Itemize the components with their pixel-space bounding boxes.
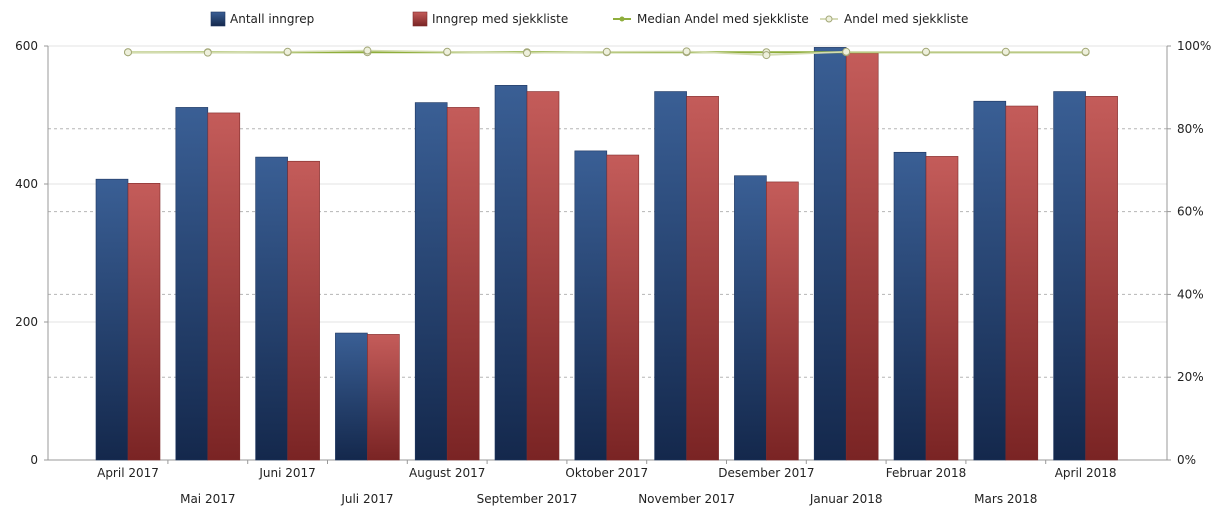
bar-antall-inngrep	[175, 107, 209, 461]
legend-label: Antall inngrep	[230, 12, 314, 26]
x-tick-label: April 2018	[1055, 466, 1117, 480]
bar-antall-inngrep	[414, 102, 448, 461]
bar-antall-inngrep	[973, 100, 1007, 461]
point-andel-med-sjekkliste	[922, 47, 930, 56]
legend: Antall inngrep Inngrep med sjekkliste Medi…	[210, 11, 968, 27]
x-tick-label: Januar 2018	[809, 492, 883, 506]
legend-label: Median Andel med sjekkliste	[637, 12, 809, 26]
right-tick-label: 20%	[1177, 370, 1204, 384]
left-tick-label: 600	[15, 39, 38, 53]
legend-item: Andel med sjekkliste	[820, 12, 968, 26]
bars	[95, 47, 1118, 461]
bar-inngrep-med-sjekkliste	[925, 156, 959, 461]
point-andel-med-sjekkliste	[1001, 47, 1010, 56]
point-andel-med-sjekkliste	[762, 51, 771, 60]
bar-antall-inngrep	[255, 156, 288, 461]
bar-inngrep-med-sjekkliste	[446, 107, 480, 461]
left-tick-label: 200	[15, 315, 38, 329]
x-tick-label: Juni 2017	[258, 466, 315, 480]
bar-inngrep-med-sjekkliste	[845, 52, 879, 461]
point-andel-med-sjekkliste	[523, 49, 531, 58]
legend-swatch-dot	[619, 16, 625, 22]
lines	[124, 46, 1090, 60]
x-tick-label: August 2017	[409, 466, 485, 480]
legend-swatch	[210, 11, 226, 27]
x-tick-label: Mars 2018	[974, 492, 1037, 506]
bar-antall-inngrep	[654, 91, 687, 461]
point-andel-med-sjekkliste	[363, 46, 372, 55]
x-tick-label: Desember 2017	[718, 466, 814, 480]
bar-antall-inngrep	[494, 85, 528, 461]
bar-antall-inngrep	[734, 175, 767, 461]
legend-label: Inngrep med sjekkliste	[432, 12, 568, 26]
point-andel-med-sjekkliste	[124, 48, 132, 57]
bar-inngrep-med-sjekkliste	[127, 183, 161, 461]
legend-item: Antall inngrep	[210, 11, 314, 27]
point-andel-med-sjekkliste	[602, 47, 611, 56]
bar-inngrep-med-sjekkliste	[207, 112, 241, 461]
bar-inngrep-med-sjekkliste	[287, 160, 320, 461]
right-tick-label: 60%	[1177, 205, 1204, 219]
x-tick-label: Juli 2017	[340, 492, 393, 506]
bar-inngrep-med-sjekkliste	[686, 96, 719, 461]
x-tick-label: April 2017	[97, 466, 159, 480]
right-tick-label: 40%	[1177, 287, 1204, 301]
bar-antall-inngrep	[1053, 91, 1086, 461]
x-tick-label: Oktober 2017	[565, 466, 648, 480]
bar-inngrep-med-sjekkliste	[766, 181, 799, 461]
point-andel-med-sjekkliste	[1081, 47, 1090, 56]
right-tick-label: 80%	[1177, 122, 1204, 136]
point-andel-med-sjekkliste	[682, 47, 691, 56]
x-tick-label: Februar 2018	[886, 466, 966, 480]
legend-label: Andel med sjekkliste	[844, 12, 968, 26]
point-andel-med-sjekkliste	[203, 48, 212, 57]
bar-inngrep-med-sjekkliste	[526, 91, 560, 461]
x-tick-label: November 2017	[638, 492, 735, 506]
bar-antall-inngrep	[95, 178, 129, 461]
point-andel-med-sjekkliste	[842, 47, 851, 56]
legend-swatch	[412, 11, 428, 27]
point-andel-med-sjekkliste	[443, 47, 452, 56]
bar-inngrep-med-sjekkliste	[367, 334, 400, 461]
bar-antall-inngrep	[574, 150, 608, 461]
legend-item: Inngrep med sjekkliste	[412, 11, 568, 27]
bar-inngrep-med-sjekkliste	[606, 154, 640, 461]
right-tick-label: 0%	[1177, 453, 1196, 467]
legend-item: Median Andel med sjekkliste	[613, 12, 809, 26]
right-tick-label: 100%	[1177, 39, 1211, 53]
tick-labels: 0 200 400 600 0% 20% 40% 60% 80% 100% April 2017 Ma…	[15, 39, 1211, 506]
x-tick-label: September 2017	[477, 492, 578, 506]
left-tick-label: 400	[15, 177, 38, 191]
bar-inngrep-med-sjekkliste	[1005, 105, 1039, 461]
bar-inngrep-med-sjekkliste	[1085, 96, 1118, 461]
point-andel-med-sjekkliste	[283, 47, 292, 56]
x-tick-label: Mai 2017	[180, 492, 235, 506]
legend-swatch-dot	[825, 15, 833, 23]
bar-antall-inngrep	[335, 332, 368, 461]
bar-antall-inngrep	[893, 151, 927, 461]
bar-antall-inngrep	[813, 47, 847, 461]
left-tick-label: 0	[30, 453, 38, 467]
